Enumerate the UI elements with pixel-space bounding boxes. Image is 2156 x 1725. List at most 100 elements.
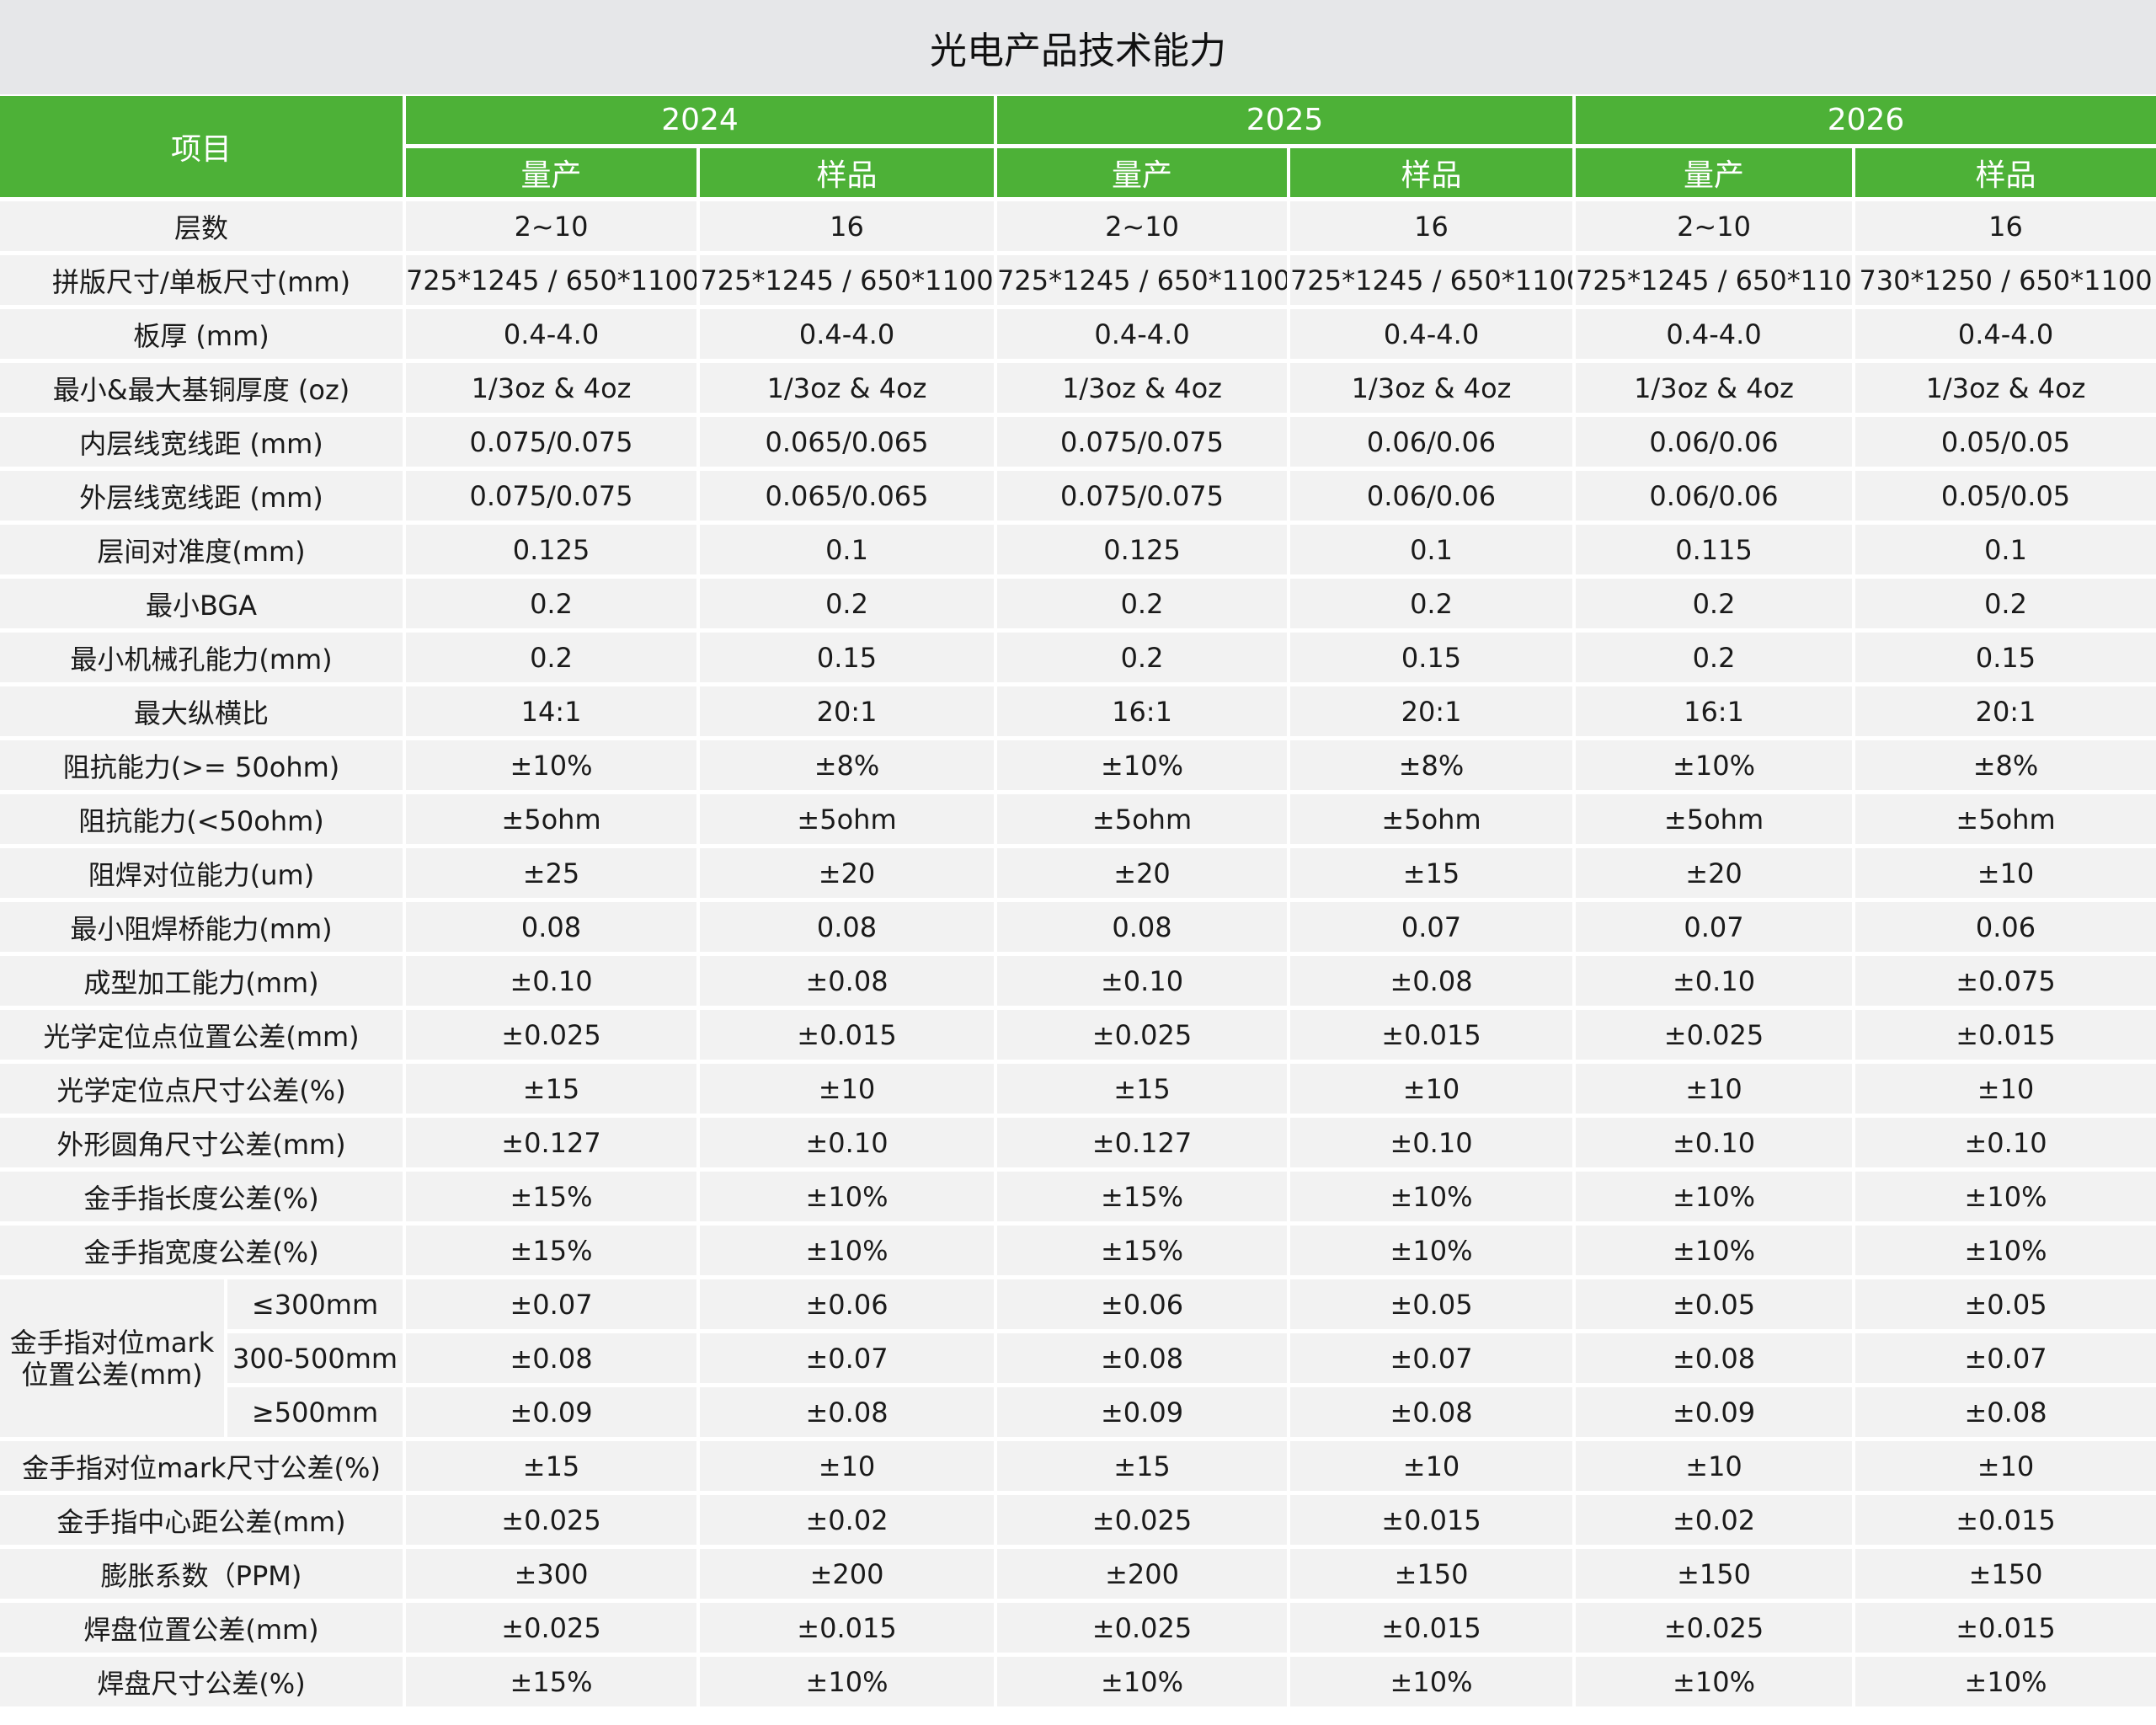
table-row: 最大纵横比 14:1 20:1 16:1 20:1 16:1 20:1 [0,686,2156,740]
cell-value: ±8% [700,740,998,794]
cell-value: ±10 [1855,1441,2156,1495]
cell-value: ±0.025 [406,1010,701,1064]
table-row: 最小机械孔能力(mm) 0.2 0.15 0.2 0.15 0.2 0.15 [0,633,2156,686]
cell-value: ±15 [406,1441,701,1495]
cell-value: ±10% [1855,1226,2156,1279]
cell-value: ±10% [1576,1226,1856,1279]
cell-value: 0.2 [1855,579,2156,633]
cell-value: ±0.08 [1290,956,1577,1010]
table-row: 金手指长度公差(%) ±15% ±10% ±15% ±10% ±10% ±10% [0,1172,2156,1226]
cell-value: ±10% [1576,1657,1856,1711]
table-row: 阻抗能力(>= 50ohm) ±10% ±8% ±10% ±8% ±10% ±8% [0,740,2156,794]
row-label: 最小BGA [0,579,407,633]
cell-value: ±10 [1576,1064,1856,1118]
cell-value: 2~10 [997,201,1291,255]
row-label: 金手指对位mark尺寸公差(%) [0,1441,407,1495]
cell-value: ±0.08 [1855,1387,2156,1441]
header-sample: 样品 [700,148,998,201]
row-label: 金手指中心距公差(mm) [0,1495,407,1549]
cell-value: 0.2 [406,579,701,633]
cell-value: 0.4-4.0 [1576,309,1856,363]
cell-value: ±200 [997,1549,1291,1603]
row-label: 最小阻焊桥能力(mm) [0,902,407,956]
header-sample: 样品 [1855,148,2156,201]
cell-value: 0.06/0.06 [1576,417,1856,471]
cell-value: ±150 [1855,1549,2156,1603]
header-year-2026: 2026 [1576,96,2156,148]
table-row: 最小BGA 0.2 0.2 0.2 0.2 0.2 0.2 [0,579,2156,633]
header-item: 项目 [0,96,407,201]
cell-value: ±0.015 [1290,1010,1577,1064]
row-label: 金手指长度公差(%) [0,1172,407,1226]
cell-value: ±10 [700,1441,998,1495]
table-row: 焊盘位置公差(mm) ±0.025 ±0.015 ±0.025 ±0.015 ±0.025… [0,1603,2156,1657]
cell-value: 0.05/0.05 [1855,417,2156,471]
table-row: 最小阻焊桥能力(mm) 0.08 0.08 0.08 0.07 0.07 0.06 [0,902,2156,956]
table-row: 光学定位点位置公差(mm) ±0.025 ±0.015 ±0.025 ±0.015 ±0.… [0,1010,2156,1064]
cell-value: ±0.08 [1290,1387,1577,1441]
cell-value: ±0.07 [700,1333,998,1387]
header-year-2025: 2025 [997,96,1577,148]
cell-value: ±0.015 [1855,1603,2156,1657]
cell-value: ±10 [1290,1441,1577,1495]
capability-table: 项目 2024 2025 2026 量产 样品 量产 样品 量产 样品 层数 2~… [0,96,2156,1711]
cell-value: 20:1 [1290,686,1577,740]
cell-value: ±15 [997,1441,1291,1495]
cell-value: ±10 [1576,1441,1856,1495]
cell-value: 0.06/0.06 [1290,417,1577,471]
cell-value: ±20 [997,848,1291,902]
cell-value: 725*1245 / 650*1100 [700,255,998,309]
cell-value: 0.2 [1576,579,1856,633]
cell-value: 725*1245 / 650*1100 [1290,255,1577,309]
cell-value: 725*1245 / 650*1100 [997,255,1291,309]
cell-value: ±15% [997,1172,1291,1226]
table-row: 金手指对位mark尺寸公差(%) ±15 ±10 ±15 ±10 ±10 ±10 [0,1441,2156,1495]
cell-value: ±0.10 [700,1118,998,1172]
cell-value: ±0.10 [1576,1118,1856,1172]
cell-value: 0.125 [997,525,1291,579]
cell-value: ±0.05 [1290,1279,1577,1333]
cell-value: 0.075/0.075 [406,417,701,471]
cell-value: 730*1250 / 650*1100 [1855,255,2156,309]
cell-value: 16 [1290,201,1577,255]
cell-value: ±15% [406,1657,701,1711]
cell-value: 0.125 [406,525,701,579]
cell-value: ±0.025 [997,1010,1291,1064]
page-title: 光电产品技术能力 [0,0,2156,94]
cell-value: ±0.09 [997,1387,1291,1441]
table-row: 膨胀系数（PPM) ±300 ±200 ±200 ±150 ±150 ±150 [0,1549,2156,1603]
row-sub-label: 300-500mm [227,1333,407,1387]
cell-value: ±10% [997,1657,1291,1711]
cell-value: ±0.06 [997,1279,1291,1333]
cell-value: ±10% [1576,740,1856,794]
cell-value: ±10% [1290,1226,1577,1279]
cell-value: 0.07 [1576,902,1856,956]
cell-value: 20:1 [1855,686,2156,740]
cell-value: 16 [1855,201,2156,255]
cell-value: ±0.07 [406,1279,701,1333]
cell-value: 1/3oz & 4oz [1855,363,2156,417]
cell-value: ±0.015 [700,1603,998,1657]
table-row: 金手指宽度公差(%) ±15% ±10% ±15% ±10% ±10% ±10% [0,1226,2156,1279]
cell-value: ±10% [406,740,701,794]
cell-value: ±150 [1576,1549,1856,1603]
cell-value: ±0.127 [997,1118,1291,1172]
cell-value: ±150 [1290,1549,1577,1603]
cell-value: ±10% [1855,1657,2156,1711]
row-label: 层数 [0,201,407,255]
header-row-years: 项目 2024 2025 2026 [0,96,2156,201]
cell-value: ±300 [406,1549,701,1603]
cell-value: ±10 [1290,1064,1577,1118]
cell-value: ±5ohm [1576,794,1856,848]
cell-value: ±0.015 [1290,1495,1577,1549]
cell-value: ±0.025 [997,1603,1291,1657]
cell-value: 0.4-4.0 [700,309,998,363]
cell-value: ±0.10 [1855,1118,2156,1172]
header-mass-production: 量产 [406,148,701,201]
cell-value: ±10% [1290,1657,1577,1711]
cell-value: 0.15 [700,633,998,686]
row-sub-label: ≤300mm [227,1279,407,1333]
cell-value: ±20 [700,848,998,902]
cell-value: 0.2 [406,633,701,686]
cell-value: ±10% [1855,1172,2156,1226]
